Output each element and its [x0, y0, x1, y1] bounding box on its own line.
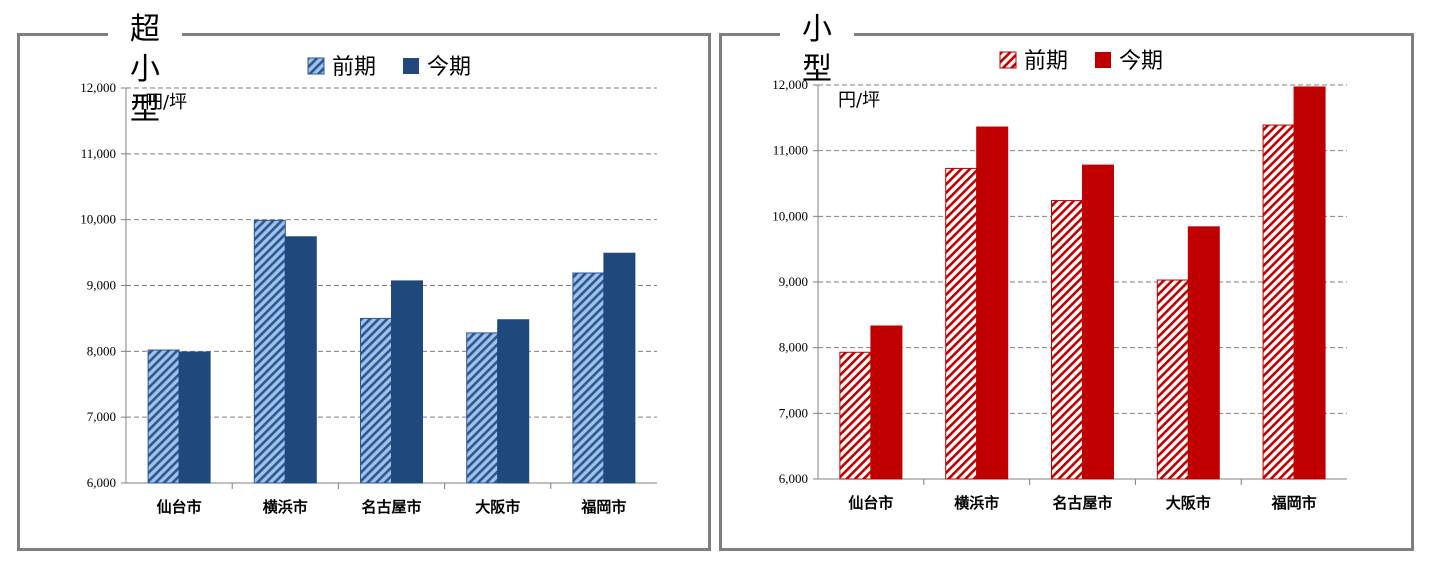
legend-swatch-curr: [1095, 52, 1111, 68]
bar-chart-micro: 6,000 7,000 8,000 9,000 10,000 11,000 12,000 仙台…: [80, 55, 657, 516]
y-tick-label: 11,000: [81, 146, 116, 161]
bar-prev-1: [253, 219, 286, 484]
legend-swatch-prev: [999, 51, 1017, 69]
chart-frame: [17, 33, 711, 551]
bar-curr-0: [870, 325, 903, 480]
x-category-label: 大阪市: [1166, 494, 1211, 512]
y-tick-label: 10,000: [80, 212, 116, 227]
bar-prev-2: [360, 317, 392, 484]
legend-label-prev: 前期: [1024, 49, 1068, 74]
bar-prev-2: [1051, 200, 1083, 480]
y-tick-label: 7,000: [779, 405, 808, 420]
y-tick-label: 10,000: [772, 208, 808, 223]
y-tick-label: 9,000: [87, 278, 116, 293]
bar-prev-3: [466, 332, 499, 484]
bar-prev-3: [1156, 279, 1189, 480]
x-category-label: 名古屋市: [361, 498, 421, 516]
bar-curr-4: [1293, 86, 1326, 480]
bar-curr-1: [284, 236, 317, 484]
x-category-label: 福岡市: [580, 498, 626, 516]
chart-frame: [719, 33, 1414, 551]
y-tick-label: 6,000: [87, 475, 116, 490]
bar-prev-4: [1262, 124, 1295, 480]
legend: 前期 今期: [307, 55, 471, 80]
x-category-label: 仙台市: [157, 498, 202, 516]
bar-prev-0: [839, 351, 872, 480]
x-category-label: 横浜市: [954, 494, 999, 512]
x-category-label: 福岡市: [1271, 494, 1317, 512]
y-tick-label: 8,000: [779, 340, 808, 355]
y-tick-label: 7,000: [87, 409, 116, 424]
x-category-label: 仙台市: [848, 494, 893, 512]
bar-curr-1: [976, 126, 1009, 480]
bar-curr-4: [603, 252, 636, 484]
legend-swatch-curr: [403, 58, 419, 74]
legend-label-curr: 今期: [1119, 49, 1163, 74]
y-tick-label: 8,000: [87, 343, 116, 358]
y-tick-label: 6,000: [779, 471, 808, 486]
bar-curr-3: [497, 319, 530, 484]
bar-curr-2: [391, 280, 423, 484]
x-category-label: 大阪市: [475, 498, 520, 516]
chart-title: 小型: [780, 10, 854, 90]
y-tick-label: 12,000: [772, 77, 808, 92]
chart-title: 超小型: [108, 10, 182, 130]
bar-curr-3: [1187, 226, 1220, 480]
bar-curr-0: [178, 351, 211, 484]
legend-swatch-prev: [307, 57, 325, 75]
legend: 前期 今期: [999, 49, 1163, 74]
y-tick-label: 12,000: [80, 80, 116, 95]
bar-prev-0: [147, 349, 180, 484]
y-tick-label: 11,000: [773, 143, 808, 158]
unit-label: 円/坪: [838, 90, 880, 111]
legend-label-curr: 今期: [427, 55, 471, 80]
legend-label-prev: 前期: [332, 55, 376, 80]
unit-label: 円/坪: [145, 92, 187, 113]
x-category-label: 横浜市: [263, 498, 308, 516]
bar-prev-1: [945, 167, 978, 480]
y-tick-label: 9,000: [779, 274, 808, 289]
bar-curr-2: [1082, 164, 1114, 480]
x-category-label: 名古屋市: [1052, 494, 1112, 512]
